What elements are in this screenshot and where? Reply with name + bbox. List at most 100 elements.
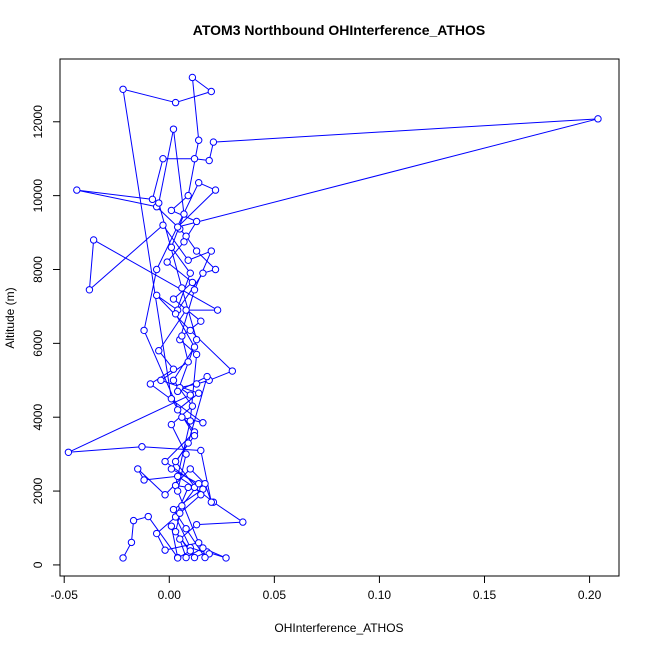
series-segment xyxy=(175,313,195,348)
data-point xyxy=(169,295,178,303)
data-point xyxy=(173,487,182,495)
series-segment xyxy=(156,294,178,311)
data-point xyxy=(167,420,176,429)
series-segment xyxy=(164,542,199,551)
data-point xyxy=(140,326,148,335)
data-point xyxy=(197,446,205,455)
data-point xyxy=(222,554,230,562)
x-tick-label: 0.00 xyxy=(158,588,182,602)
data-point xyxy=(167,395,176,403)
series-segment xyxy=(158,129,174,204)
data-point xyxy=(188,73,197,82)
data-point xyxy=(186,465,194,473)
data-point xyxy=(190,286,199,294)
series-segment xyxy=(141,446,201,451)
data-point xyxy=(161,457,169,466)
data-point xyxy=(194,539,203,547)
series-segment xyxy=(177,392,200,411)
data-point xyxy=(138,443,146,451)
y-tick-label: 6000 xyxy=(31,330,45,357)
data-point xyxy=(192,247,201,255)
series-segment xyxy=(177,118,599,228)
data-point xyxy=(176,535,184,543)
data-point xyxy=(190,343,199,351)
series-segment xyxy=(164,468,191,496)
data-point xyxy=(152,291,161,300)
data-point xyxy=(213,306,222,314)
data-point xyxy=(171,527,180,536)
series-segment xyxy=(179,339,197,355)
data-point xyxy=(178,413,186,421)
data-point xyxy=(192,520,201,529)
data-point xyxy=(207,247,216,255)
data-point xyxy=(199,419,207,427)
data-point xyxy=(167,522,176,530)
plot-frame xyxy=(59,58,620,577)
data-point xyxy=(192,335,201,344)
series-segment xyxy=(171,468,199,485)
data-point xyxy=(127,538,136,547)
data-point xyxy=(207,498,216,506)
series-segment xyxy=(213,501,244,523)
y-axis: 0 2000 4000 6000 8000 10000 12000 xyxy=(31,105,61,568)
x-tick-label: 0.10 xyxy=(368,588,392,602)
y-axis-label: Altitude (m) xyxy=(3,287,17,348)
data-point xyxy=(152,529,161,538)
data-point xyxy=(173,387,182,396)
data-point xyxy=(178,332,186,340)
y-tick-label: 10000 xyxy=(31,179,45,213)
data-point xyxy=(184,256,192,264)
data-point xyxy=(129,516,138,525)
series-segment xyxy=(171,195,189,211)
series-segment xyxy=(68,394,191,453)
data-point xyxy=(194,389,203,397)
data-point xyxy=(194,179,203,187)
series-segment xyxy=(166,241,185,263)
data-point xyxy=(205,156,213,165)
y-tick-label: 4000 xyxy=(31,404,45,431)
data-point xyxy=(89,236,98,244)
y-tick-label: 2000 xyxy=(31,477,45,504)
data-point xyxy=(169,505,178,514)
data-point xyxy=(169,376,178,384)
data-point xyxy=(211,186,220,194)
data-point xyxy=(184,483,192,492)
x-tick-label: -0.05 xyxy=(51,588,79,602)
series-segment xyxy=(68,446,142,453)
data-point xyxy=(197,491,205,499)
data-point xyxy=(64,448,73,456)
data-point xyxy=(190,553,199,562)
data-point xyxy=(188,402,197,410)
data-point xyxy=(199,544,207,552)
series-segment xyxy=(137,468,166,496)
data-point xyxy=(182,553,190,562)
series-segment xyxy=(177,189,216,228)
data-point xyxy=(184,439,192,447)
series-segment xyxy=(196,521,243,526)
series-segment xyxy=(200,450,212,503)
series-segment xyxy=(143,269,158,331)
data-point xyxy=(144,512,152,521)
data-point xyxy=(182,450,190,458)
data-point xyxy=(159,221,167,229)
data-point xyxy=(155,199,163,207)
series-segment xyxy=(192,77,212,92)
series-segment xyxy=(93,239,218,311)
series-segment xyxy=(147,516,179,558)
data-point xyxy=(161,546,169,554)
series-segment xyxy=(196,250,216,270)
data-point xyxy=(194,136,203,144)
data-point xyxy=(73,186,81,194)
data-point xyxy=(167,243,176,252)
data-point xyxy=(194,479,203,488)
data-point xyxy=(173,406,182,414)
data-point xyxy=(239,518,247,526)
series-segment xyxy=(144,475,178,481)
series-segment xyxy=(122,88,176,104)
data-point xyxy=(180,210,188,218)
data-point xyxy=(176,509,184,517)
series-segment xyxy=(189,354,198,421)
data-point xyxy=(188,278,197,287)
data-point xyxy=(186,269,194,277)
